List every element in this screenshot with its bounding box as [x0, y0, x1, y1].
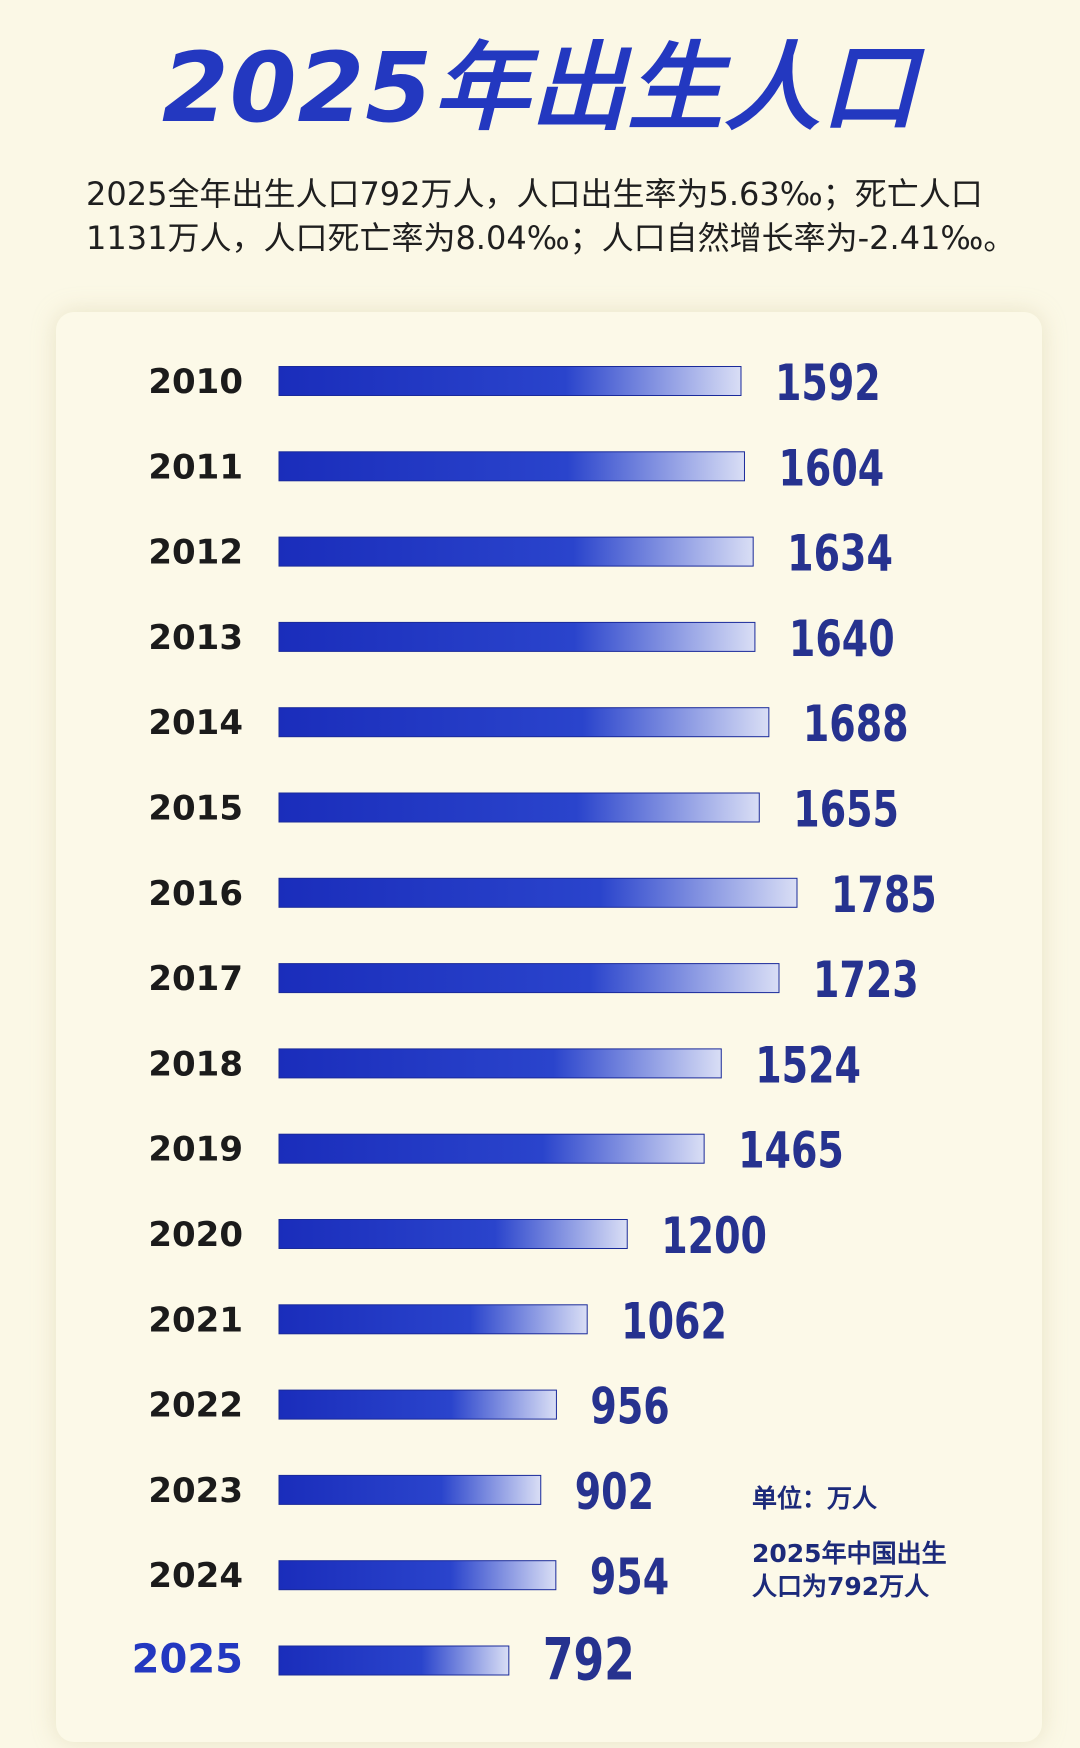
value-label: 1524 [755, 1037, 861, 1094]
bar [278, 877, 798, 908]
year-label: 2021 [148, 1300, 243, 1340]
year-label: 2017 [148, 959, 243, 999]
year-label: 2022 [148, 1386, 243, 1426]
bar [278, 1219, 628, 1249]
value-label: 956 [590, 1379, 669, 1436]
page-title: 2025年出生人口 [161, 32, 919, 144]
value-label: 954 [590, 1549, 669, 1606]
value-label: 1655 [793, 781, 899, 838]
year-label: 2025 [132, 1637, 243, 1683]
bar [278, 366, 742, 396]
year-label: 2019 [148, 1130, 243, 1170]
value-label: 1604 [778, 440, 884, 497]
value-label: 1640 [789, 611, 895, 668]
year-label: 2013 [148, 618, 243, 658]
bar [278, 1304, 588, 1335]
bar [278, 963, 780, 994]
summary-text: 2025全年出生人口792万人，人口出生率为5.63‰；死亡人口 1131万人，… [86, 172, 1016, 260]
year-label: 2024 [148, 1556, 243, 1596]
caption-line-1: 2025年中国出生 [752, 1539, 947, 1568]
bar [278, 1389, 557, 1420]
value-label: 1688 [803, 696, 909, 753]
year-label: 2016 [148, 874, 243, 914]
year-label: 2011 [148, 447, 243, 487]
bar [278, 536, 754, 567]
bar [278, 451, 745, 482]
summary-line-1: 2025全年出生人口792万人，人口出生率为5.63‰；死亡人口 [86, 175, 983, 213]
year-label: 2023 [148, 1471, 243, 1511]
unit-label: 单位：万人 [752, 1484, 878, 1513]
year-label: 2020 [148, 1215, 243, 1255]
value-label: 1634 [787, 526, 893, 583]
year-label: 2014 [148, 703, 243, 743]
bar [278, 1474, 542, 1505]
value-label: 1465 [738, 1123, 844, 1180]
year-label: 2010 [148, 362, 243, 402]
year-label: 2012 [148, 533, 243, 573]
year-label: 2015 [148, 789, 243, 829]
value-label: 1200 [661, 1208, 767, 1265]
value-label: 1062 [621, 1293, 727, 1350]
caption-line-2: 人口为792万人 [752, 1572, 930, 1601]
value-label: 792 [543, 1627, 635, 1695]
value-label: 1785 [831, 867, 937, 924]
bar [278, 1645, 510, 1676]
summary-line-2: 1131万人，人口死亡率为8.04‰；人口自然增长率为-2.41‰。 [86, 219, 1016, 257]
value-label: 1723 [813, 952, 919, 1009]
bar [278, 1560, 557, 1591]
bar [278, 707, 770, 738]
bar [278, 621, 756, 652]
value-label: 902 [575, 1464, 654, 1521]
bar [278, 1048, 722, 1079]
bar [278, 1133, 705, 1164]
bar [278, 792, 760, 823]
unit-note: 单位：万人 2025年中国出生 人口为792万人 [752, 1482, 1012, 1603]
year-label: 2018 [148, 1044, 243, 1084]
value-label: 1592 [775, 355, 881, 412]
